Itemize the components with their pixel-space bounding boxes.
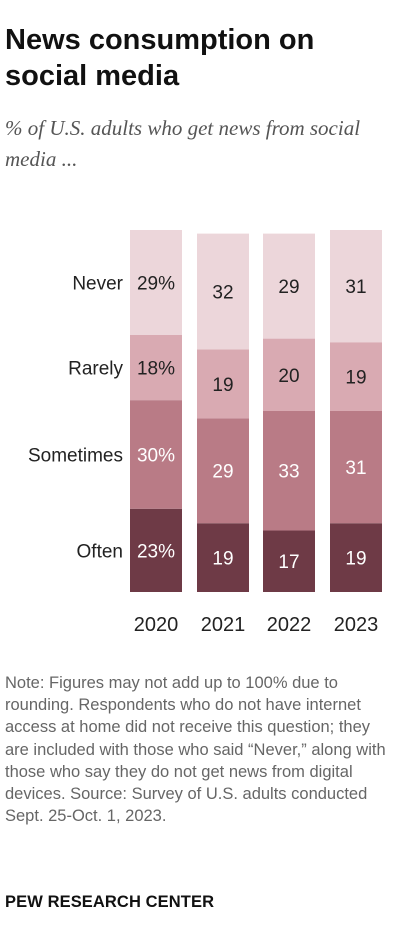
bar-segment-sometimes-2023 bbox=[330, 411, 382, 524]
data-label-rarely-2023: 19 bbox=[345, 368, 366, 389]
data-label-sometimes-2022: 33 bbox=[278, 462, 299, 483]
data-label-rarely-2020: 18% bbox=[137, 359, 175, 380]
data-label-never-2023: 31 bbox=[345, 277, 366, 298]
series-label-rarely: Rarely bbox=[68, 359, 123, 380]
x-tick-label-2022: 2022 bbox=[267, 614, 312, 636]
bar-segment-often-2022 bbox=[263, 530, 315, 592]
bar-segment-often-2023 bbox=[330, 523, 382, 592]
data-label-rarely-2022: 20 bbox=[278, 366, 299, 387]
chart-subtitle: % of U.S. adults who get news from socia… bbox=[5, 116, 361, 171]
chart-title: News consumption on social media bbox=[5, 24, 315, 92]
data-label-never-2020: 29% bbox=[137, 273, 175, 294]
data-label-never-2021: 32 bbox=[212, 283, 233, 304]
series-label-sometimes: Sometimes bbox=[28, 445, 123, 466]
bar-segment-never-2021 bbox=[197, 233, 249, 350]
x-tick-label-2021: 2021 bbox=[201, 614, 246, 636]
x-tick-label-2023: 2023 bbox=[334, 614, 379, 636]
stacked-bar-chart: 23%Often30%Sometimes18%Rarely29%Never202… bbox=[28, 230, 382, 636]
data-label-sometimes-2020: 30% bbox=[137, 445, 175, 466]
bar-segment-never-2023 bbox=[330, 230, 382, 343]
bar-segment-never-2020 bbox=[130, 230, 182, 335]
chart-note-block: Note: Figures may not add up to 100% due… bbox=[5, 672, 395, 827]
bar-segment-sometimes-2020 bbox=[130, 400, 182, 509]
data-label-often-2021: 19 bbox=[212, 549, 233, 570]
data-label-sometimes-2021: 29 bbox=[212, 462, 233, 483]
bar-segment-rarely-2020 bbox=[130, 334, 182, 401]
bar-segment-never-2022 bbox=[263, 233, 315, 339]
x-tick-label-2020: 2020 bbox=[134, 614, 179, 636]
bar-segment-rarely-2023 bbox=[330, 342, 382, 411]
data-label-often-2022: 17 bbox=[278, 552, 299, 573]
pew-footer-logo: PEW RESEARCH CENTER bbox=[5, 893, 215, 911]
bar-segment-rarely-2022 bbox=[263, 338, 315, 411]
series-label-never: Never bbox=[72, 273, 123, 294]
bar-segment-often-2021 bbox=[197, 523, 249, 592]
bar-segment-sometimes-2022 bbox=[263, 411, 315, 531]
bar-segment-often-2020 bbox=[130, 508, 182, 592]
series-label-often: Often bbox=[77, 541, 123, 562]
data-label-rarely-2021: 19 bbox=[212, 375, 233, 396]
data-label-sometimes-2023: 31 bbox=[345, 458, 366, 479]
data-label-often-2023: 19 bbox=[345, 549, 366, 570]
bar-segment-rarely-2021 bbox=[197, 349, 249, 419]
data-label-often-2020: 23% bbox=[137, 541, 175, 562]
chart-note: Note: Figures may not add up to 100% due… bbox=[5, 674, 386, 804]
bar-segment-sometimes-2021 bbox=[197, 418, 249, 524]
data-label-never-2022: 29 bbox=[278, 277, 299, 298]
chart-source: Source: Survey of U.S. adults conducted … bbox=[5, 785, 368, 826]
